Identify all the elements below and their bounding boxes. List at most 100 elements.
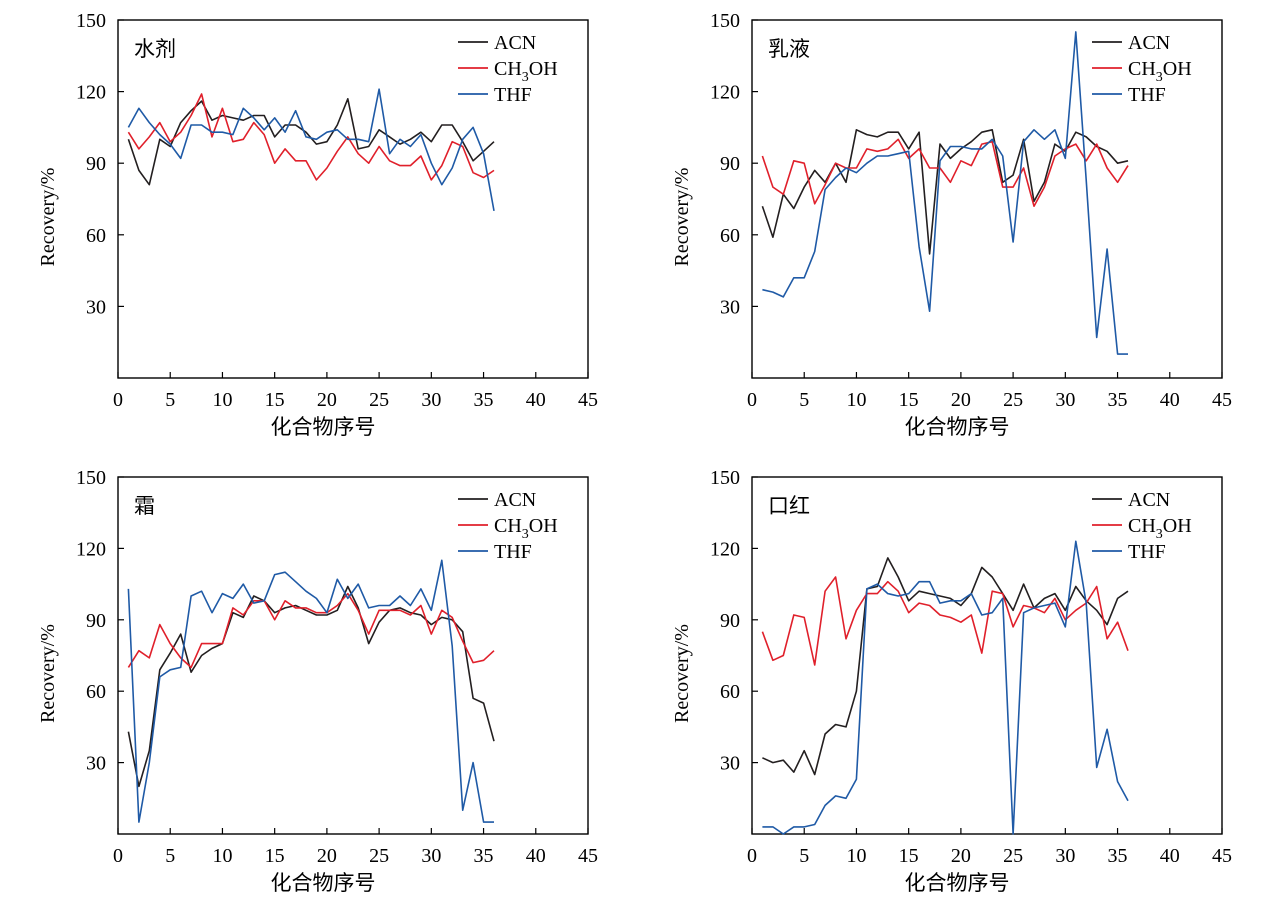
plot-frame: [117, 19, 589, 379]
data-point-ch3oh: [326, 167, 328, 169]
data-point-thf: [399, 595, 401, 597]
data-point-ch3oh: [242, 614, 244, 616]
data-point-ch3oh: [388, 160, 390, 162]
data-point-ch3oh: [493, 169, 495, 171]
data-point-acn: [399, 607, 401, 609]
data-point-ch3oh: [1022, 167, 1024, 169]
data-point-acn: [441, 124, 443, 126]
data-point-thf: [430, 162, 432, 164]
x-tick-label: 10: [846, 845, 866, 867]
data-point-thf: [845, 167, 847, 169]
data-point-acn: [148, 184, 150, 186]
data-point-thf: [1075, 540, 1077, 542]
series-line-ch3oh: [127, 93, 495, 181]
legend-label-ch3oh: CH3OH: [1128, 58, 1192, 85]
x-tick-label: 10: [846, 389, 866, 411]
data-point-thf: [1116, 780, 1118, 782]
data-point-acn: [221, 114, 223, 116]
data-point-ch3oh: [981, 143, 983, 145]
data-point-thf: [834, 176, 836, 178]
data-point-acn: [368, 145, 370, 147]
data-point-acn: [388, 136, 390, 138]
data-point-thf: [918, 246, 920, 248]
data-point-thf: [180, 666, 182, 668]
x-tick-label: 35: [474, 389, 494, 411]
x-tick-label: 20: [951, 845, 971, 867]
data-point-ch3oh: [761, 631, 763, 633]
data-point-thf: [274, 573, 276, 575]
data-point-thf: [159, 676, 161, 678]
data-point-acn: [761, 205, 763, 207]
data-point-ch3oh: [834, 162, 836, 164]
data-point-acn: [1012, 174, 1014, 176]
data-point-acn: [336, 124, 338, 126]
y-tick-label: 120: [76, 82, 106, 104]
data-point-thf: [441, 559, 443, 561]
series-line-thf: [762, 31, 1128, 355]
data-point-thf: [451, 645, 453, 647]
legend-label-thf: THF: [1128, 84, 1166, 106]
data-point-acn: [803, 750, 805, 752]
data-point-ch3oh: [357, 609, 359, 611]
data-point-ch3oh: [294, 607, 296, 609]
panel-title: 乳液: [768, 37, 810, 61]
x-tick-label: 20: [317, 845, 337, 867]
data-point-thf: [190, 595, 192, 597]
data-point-ch3oh: [1075, 609, 1077, 611]
series-line-thf: [127, 88, 495, 212]
data-point-acn: [347, 585, 349, 587]
data-point-ch3oh: [970, 614, 972, 616]
data-point-ch3oh: [1106, 167, 1108, 169]
data-point-thf: [357, 583, 359, 585]
data-point-acn: [378, 621, 380, 623]
data-point-ch3oh: [897, 590, 899, 592]
data-point-acn: [824, 733, 826, 735]
data-point-thf: [409, 145, 411, 147]
data-point-thf: [430, 609, 432, 611]
data-point-thf: [960, 600, 962, 602]
data-point-thf: [1127, 353, 1129, 355]
data-point-thf: [420, 588, 422, 590]
data-point-ch3oh: [814, 203, 816, 205]
data-point-thf: [1002, 597, 1004, 599]
data-point-acn: [908, 600, 910, 602]
data-point-thf: [159, 133, 161, 135]
data-point-acn: [1127, 590, 1129, 592]
x-tick-label: 45: [578, 845, 598, 867]
data-point-ch3oh: [834, 576, 836, 578]
y-tick-label: 30: [86, 753, 106, 775]
x-tick-label: 0: [113, 845, 123, 867]
data-point-ch3oh: [928, 167, 930, 169]
data-point-thf: [409, 604, 411, 606]
data-point-acn: [1116, 597, 1118, 599]
x-tick-label: 30: [1055, 845, 1075, 867]
y-tick-label: 30: [720, 753, 740, 775]
x-tick-label: 35: [1108, 845, 1128, 867]
data-point-acn: [887, 131, 889, 133]
data-point-acn: [284, 607, 286, 609]
data-point-ch3oh: [866, 148, 868, 150]
data-point-ch3oh: [357, 153, 359, 155]
data-point-acn: [409, 138, 411, 140]
data-point-acn: [430, 141, 432, 143]
data-point-acn: [274, 136, 276, 138]
data-point-acn: [441, 616, 443, 618]
data-point-thf: [855, 778, 857, 780]
x-tick-label: 25: [1003, 845, 1023, 867]
data-point-acn: [1075, 131, 1077, 133]
x-tick-label: 25: [369, 389, 389, 411]
data-point-thf: [336, 129, 338, 131]
data-point-thf: [347, 138, 349, 140]
data-point-thf: [981, 614, 983, 616]
data-point-thf: [368, 607, 370, 609]
data-point-thf: [357, 138, 359, 140]
data-point-ch3oh: [200, 642, 202, 644]
data-point-ch3oh: [1096, 143, 1098, 145]
data-point-acn: [1054, 592, 1056, 594]
data-point-thf: [1106, 248, 1108, 250]
data-point-thf: [908, 592, 910, 594]
y-axis-title: Recovery/%: [37, 168, 59, 267]
data-point-acn: [960, 148, 962, 150]
data-point-thf: [399, 138, 401, 140]
